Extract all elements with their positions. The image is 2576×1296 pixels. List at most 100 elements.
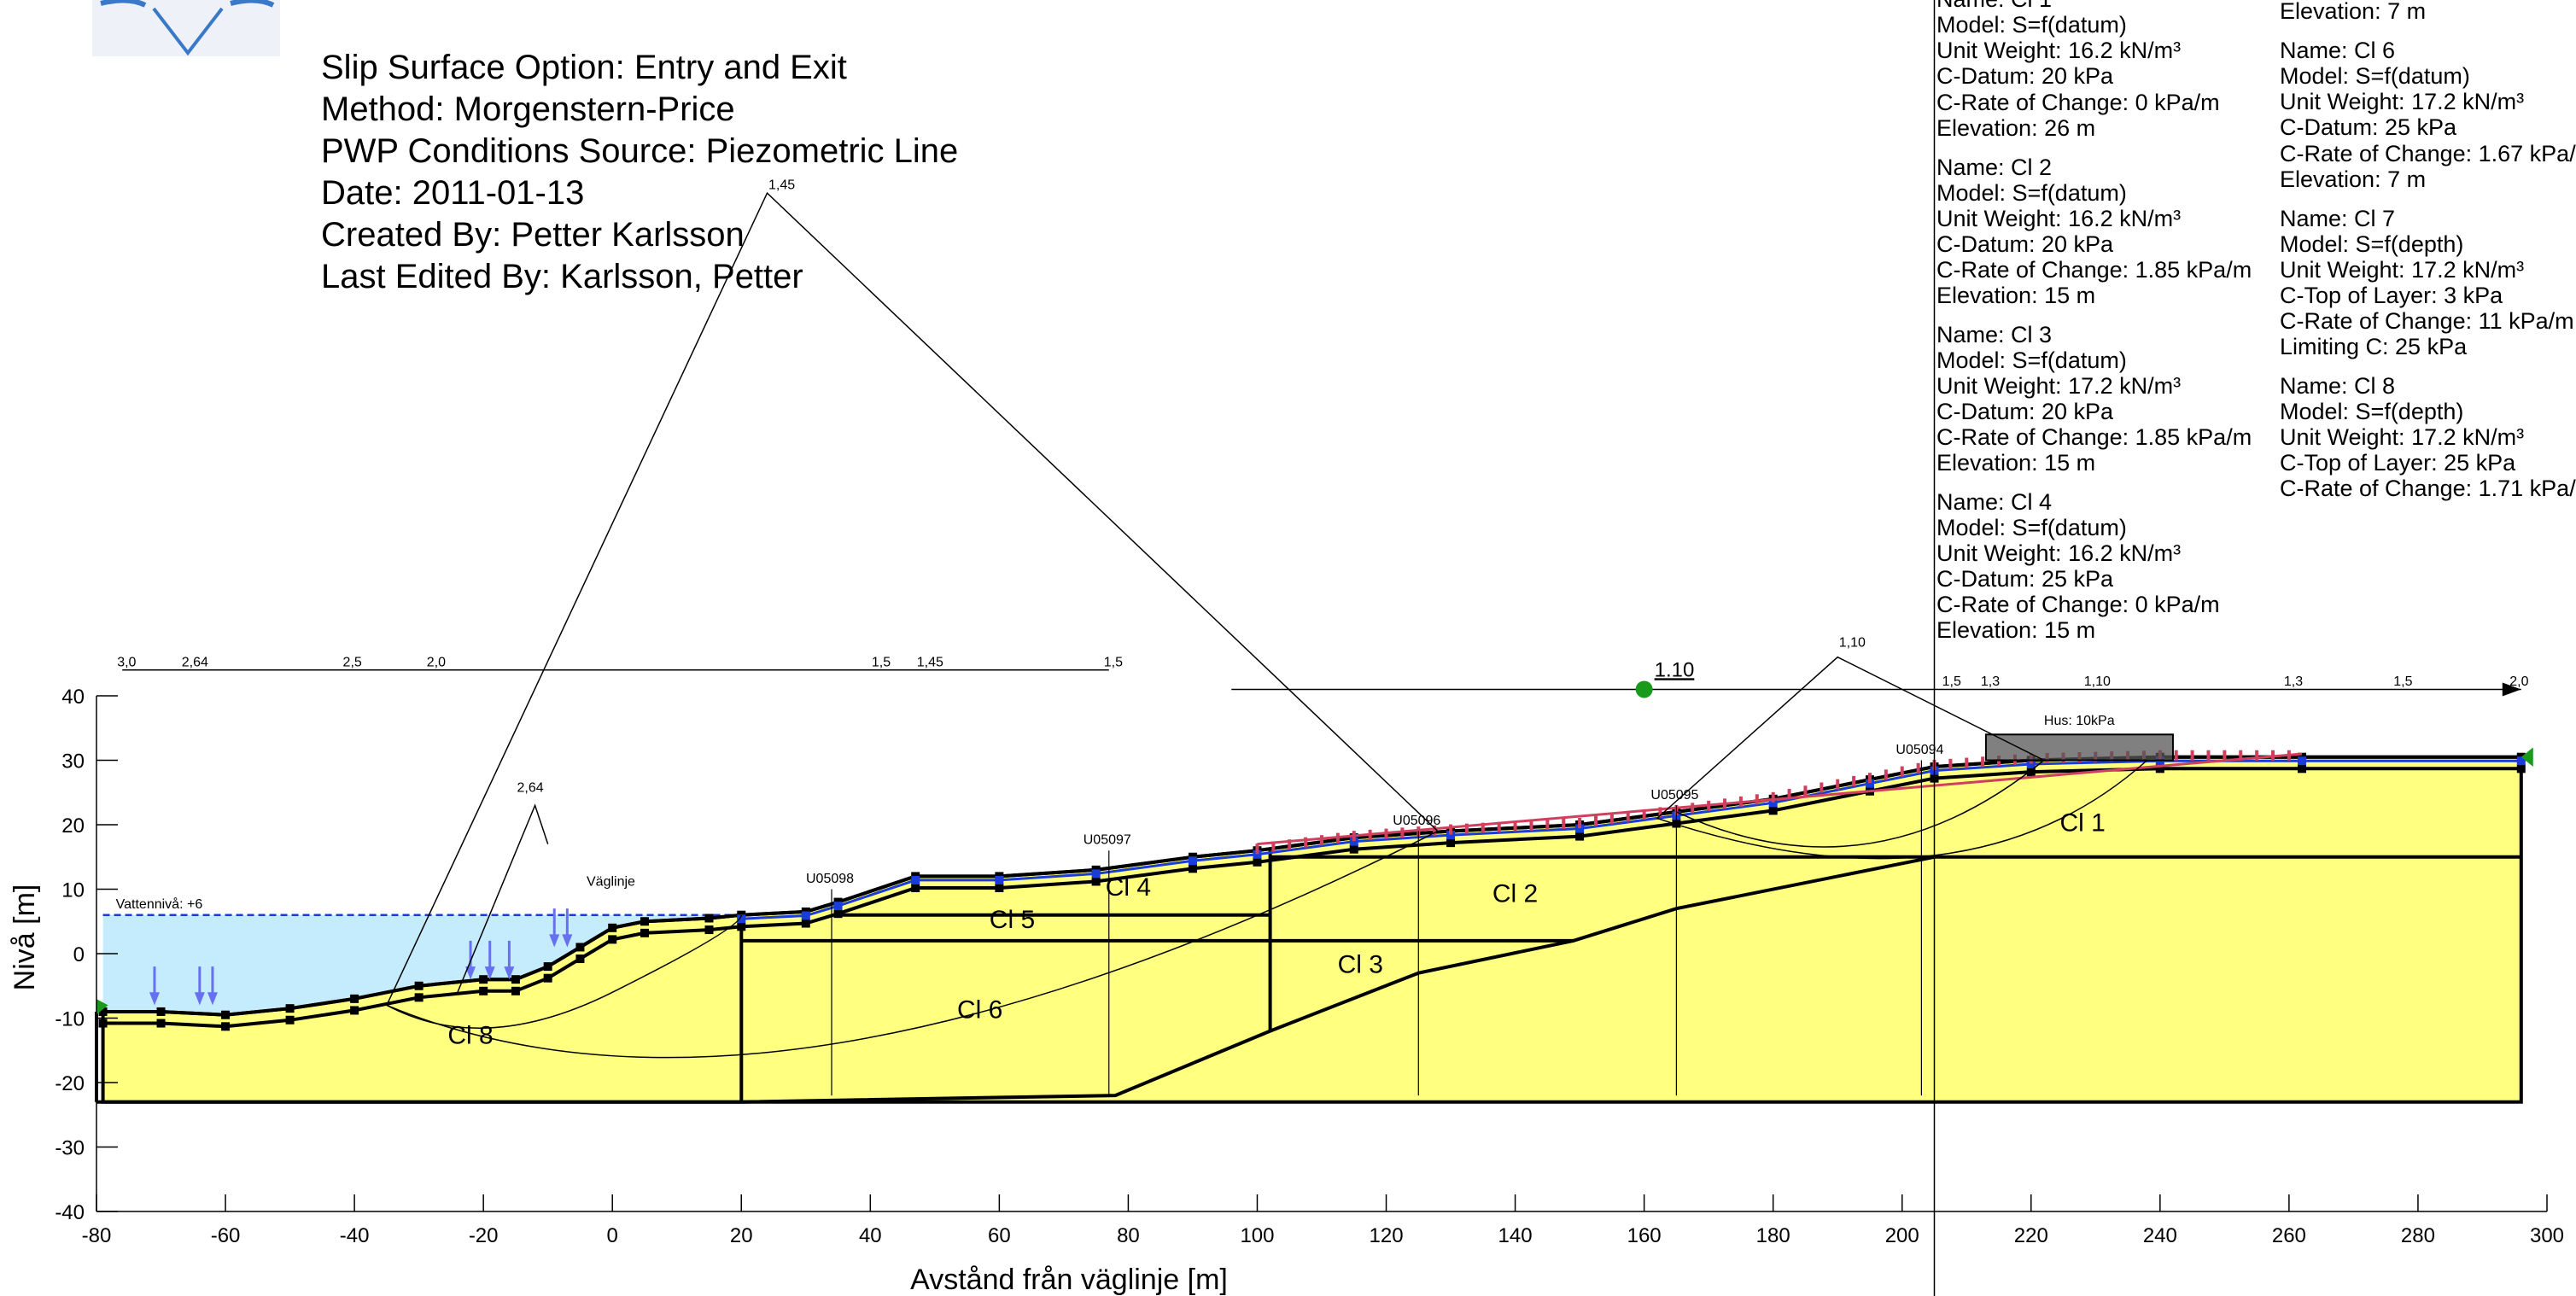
material-line: Name: Cl 2 (1936, 155, 2052, 180)
x-axis-title: Avstånd från väglinje [m] (910, 1264, 1228, 1296)
node (1189, 864, 1197, 873)
y-axis-title: Nivå [m] (9, 884, 41, 991)
x-tick-label: 100 (1240, 1224, 1274, 1247)
node (1769, 806, 1778, 814)
info-line: Method: Morgenstern-Price (321, 90, 735, 128)
node (737, 922, 745, 931)
x-tick-label: 260 (2272, 1224, 2306, 1247)
pwp-node (911, 876, 920, 884)
material-line: Model: S=f(depth) (2280, 231, 2463, 257)
node (479, 987, 488, 995)
house-load (1986, 734, 2173, 760)
x-tick-label: 160 (1627, 1224, 1662, 1247)
pwp-node (1092, 869, 1101, 878)
node (511, 975, 520, 984)
node (350, 995, 359, 1003)
node (221, 1011, 230, 1019)
critical-centre (1636, 680, 1653, 698)
pwp-node (1189, 856, 1197, 865)
material-line: Unit Weight: 17.2 kN/m³ (2280, 424, 2524, 450)
pwp-node (2298, 756, 2306, 765)
y-tick-label: 40 (61, 686, 85, 709)
y-tick-label: 10 (61, 879, 85, 902)
y-tick-label: 20 (61, 814, 85, 838)
material-line: C-Datum: 25 kPa (2280, 114, 2457, 140)
x-tick-label: 140 (1498, 1224, 1533, 1247)
fos-label: 2,64 (182, 655, 208, 669)
info-line: Date: 2011-01-13 (321, 174, 584, 212)
material-line: Elevation: 15 m (1936, 450, 2095, 476)
material-line: Name: Cl 8 (2280, 373, 2395, 399)
node (286, 1016, 295, 1025)
node (221, 1022, 230, 1030)
node (608, 924, 616, 932)
material-line: Elevation: 15 m (1936, 617, 2095, 643)
node (834, 909, 843, 918)
pwp-node (995, 876, 1003, 884)
material-line: Unit Weight: 17.2 kN/m³ (2280, 89, 2524, 114)
fos-label: 1,10 (2084, 674, 2111, 689)
node (415, 993, 423, 1001)
node (99, 1019, 108, 1028)
node (544, 962, 552, 971)
material-line: Unit Weight: 16.2 kN/m³ (1936, 540, 2181, 566)
fos-label: 1,45 (917, 655, 943, 669)
material-line: Name: Cl 7 (2280, 206, 2395, 231)
material-line: C-Datum: 20 kPa (1936, 63, 2114, 89)
fos-label: 1,3 (2284, 674, 2303, 689)
fos-label: 3,0 (117, 655, 136, 669)
fos-label: 1,10 (1839, 636, 1866, 651)
material-line: Model: S=f(datum) (1936, 347, 2127, 373)
material-line: Elevation: 7 m (2280, 0, 2426, 24)
fos-label: 2,64 (517, 780, 543, 795)
x-tick-label: -40 (340, 1224, 370, 1247)
fos-label: 1,5 (1104, 655, 1123, 669)
material-line: C-Top of Layer: 25 kPa (2280, 450, 2516, 476)
material-line: Unit Weight: 17.2 kN/m³ (1936, 373, 2181, 399)
material-line: Elevation: 15 m (1936, 283, 2095, 308)
borehole-label: U05098 (806, 872, 854, 886)
node (511, 987, 520, 995)
material-line: Model: S=f(datum) (1936, 12, 2127, 38)
borehole-label: U05094 (1895, 743, 1943, 757)
x-tick-label: 40 (859, 1224, 882, 1247)
x-axis: -80 -60 -40 -20 0 20 40 60 80 100 120 140 160 180 200 2… (82, 1194, 2564, 1247)
x-tick-label: 0 (607, 1224, 618, 1247)
material-line: C-Datum: 20 kPa (1936, 399, 2114, 424)
material-line: Name: Cl 4 (1936, 489, 2052, 515)
water-level-label: Vattennivå: +6 (116, 896, 203, 912)
fos-label: 1,3 (1981, 674, 2000, 689)
node (1092, 877, 1101, 885)
material-line: Elevation: 26 m (1936, 115, 2095, 141)
y-tick-label: 30 (61, 750, 85, 774)
material-line: Elevation: 7 m (2280, 166, 2426, 192)
material-line: Unit Weight: 16.2 kN/m³ (1936, 38, 2181, 63)
layer-label: Cl 6 (957, 996, 1002, 1025)
y-tick-label: -10 (55, 1008, 85, 1031)
x-tick-label: 200 (1885, 1224, 1919, 1247)
fos-label: 1,5 (2393, 674, 2412, 689)
node (802, 919, 810, 928)
analysis-info: Slip Surface Option: Entry and Exit Meth… (321, 49, 958, 295)
node (2517, 764, 2526, 773)
fos-label: 1,5 (1942, 674, 1961, 689)
x-tick-label: 240 (2143, 1224, 2177, 1247)
x-tick-label: 120 (1370, 1224, 1404, 1247)
company-logo (92, 0, 280, 56)
info-line: PWP Conditions Source: Piezometric Line (321, 132, 958, 170)
node (705, 914, 714, 922)
material-line: Model: S=f(datum) (2280, 63, 2470, 89)
x-tick-label: 280 (2401, 1224, 2435, 1247)
borehole-label: U05096 (1393, 814, 1440, 828)
material-line: C-Rate of Change: 0 kPa/m (1936, 592, 2220, 617)
info-line: Created By: Petter Karlsson (321, 216, 745, 254)
x-tick-label: 180 (1756, 1224, 1790, 1247)
material-line: Name: Cl 6 (2280, 38, 2395, 63)
material-line: Name: Cl 3 (1936, 322, 2052, 347)
node (608, 935, 616, 943)
node (1350, 845, 1358, 854)
material-line: Model: S=f(depth) (2280, 399, 2463, 424)
material-line: C-Rate of Change: 1.67 kPa/m (2280, 141, 2576, 166)
x-tick-label: 20 (730, 1224, 753, 1247)
material-legend: Name: Cl 1 Model: S=f(datum) Unit Weight… (1932, 0, 2576, 649)
